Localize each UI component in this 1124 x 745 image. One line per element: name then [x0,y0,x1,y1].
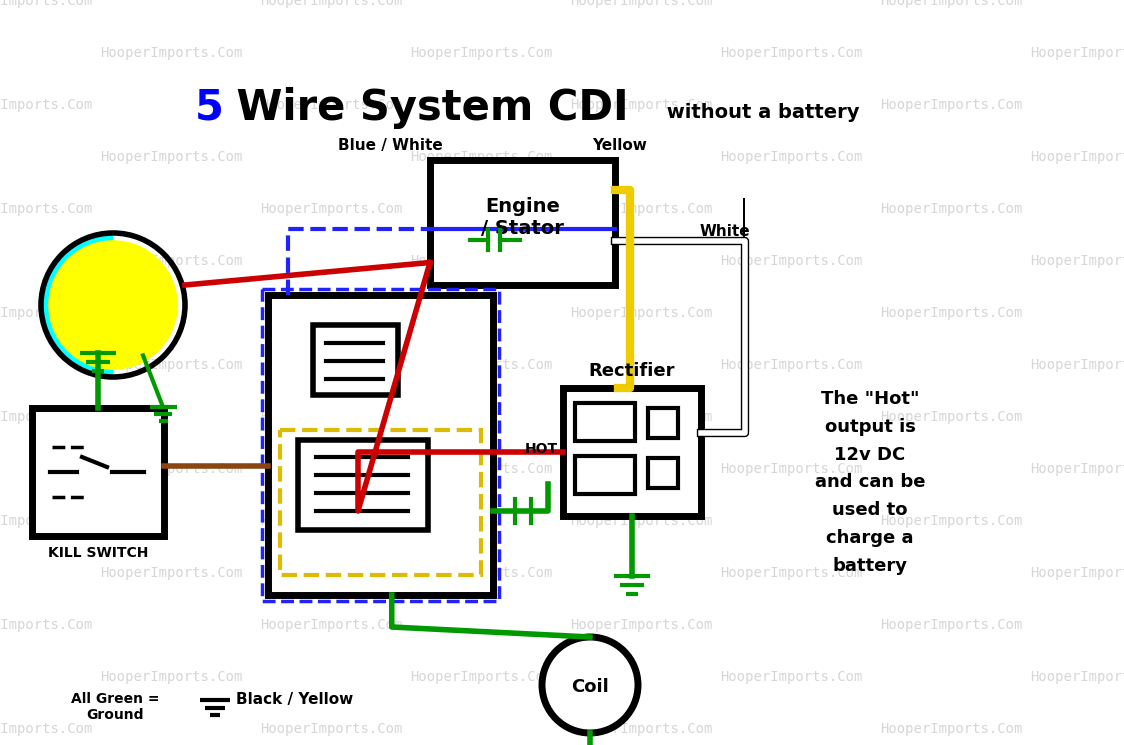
Text: HooperImports.Com: HooperImports.Com [0,306,92,320]
Text: Engine
/ Stator: Engine / Stator [481,197,564,238]
Text: HooperImports.Com: HooperImports.Com [100,358,243,372]
Bar [31,408,164,536]
Text: HooperImports.Com: HooperImports.Com [100,670,243,684]
Text: HooperImports.Com: HooperImports.Com [100,254,243,268]
Text: HooperImports.Com: HooperImports.Com [570,0,713,8]
Text: KILL SWITCH: KILL SWITCH [48,546,148,560]
Text: HooperImports.Com: HooperImports.Com [1030,670,1124,684]
Text: HooperImports.Com: HooperImports.Com [410,462,552,476]
Text: HooperImports.Com: HooperImports.Com [880,306,1023,320]
Text: HooperImports.Com: HooperImports.Com [570,722,713,736]
Text: 5: 5 [194,87,224,129]
Text: HooperImports.Com: HooperImports.Com [1030,254,1124,268]
Text: HooperImports.Com: HooperImports.Com [1030,46,1124,60]
Text: HooperImports.Com: HooperImports.Com [0,202,92,216]
Text: Rectifier: Rectifier [589,362,676,380]
Text: HooperImports.Com: HooperImports.Com [410,150,552,164]
Text: HooperImports.Com: HooperImports.Com [1030,358,1124,372]
Bar [649,408,678,438]
Text: HooperImports.Com: HooperImports.Com [880,410,1023,424]
Text: HooperImports.Com: HooperImports.Com [570,514,713,528]
Text: HooperImports.Com: HooperImports.Com [880,98,1023,112]
Text: HooperImports.Com: HooperImports.Com [260,98,402,112]
Text: HooperImports.Com: HooperImports.Com [1030,150,1124,164]
Text: HooperImports.Com: HooperImports.Com [0,514,92,528]
Text: The "Hot"
output is
12v DC
and can be
used to
charge a
battery: The "Hot" output is 12v DC and can be us… [815,390,925,575]
Text: Blue / White: Blue / White [337,138,443,153]
Text: without a battery: without a battery [660,103,860,121]
Text: Black / Yellow: Black / Yellow [236,692,354,707]
Text: HooperImports.Com: HooperImports.Com [0,98,92,112]
Circle shape [48,240,178,370]
Text: HooperImports.Com: HooperImports.Com [100,46,243,60]
Wedge shape [40,233,114,377]
Bar [649,458,678,488]
Text: HooperImports.Com: HooperImports.Com [880,722,1023,736]
Text: HooperImports.Com: HooperImports.Com [720,462,862,476]
Text: HooperImports.Com: HooperImports.Com [260,410,402,424]
Bar [298,440,428,530]
Text: HooperImports.Com: HooperImports.Com [410,254,552,268]
Text: HooperImports.Com: HooperImports.Com [720,566,862,580]
Text: HOT: HOT [525,443,558,457]
Text: HooperImports.Com: HooperImports.Com [410,46,552,60]
Text: HooperImports.Com: HooperImports.Com [720,254,862,268]
Text: HooperImports.Com: HooperImports.Com [570,202,713,216]
Text: HooperImports.Com: HooperImports.Com [570,98,713,112]
Bar [575,456,635,494]
Bar [430,160,615,285]
Bar [743,197,745,435]
Text: HooperImports.Com: HooperImports.Com [1030,462,1124,476]
Text: HooperImports.Com: HooperImports.Com [880,514,1023,528]
Text: HooperImports.Com: HooperImports.Com [720,46,862,60]
Text: HooperImports.Com: HooperImports.Com [0,410,92,424]
Text: HooperImports.Com: HooperImports.Com [260,618,402,632]
Text: HooperImports.Com: HooperImports.Com [880,618,1023,632]
Text: White: White [700,224,751,239]
Text: HooperImports.Com: HooperImports.Com [570,618,713,632]
Bar [563,388,701,516]
Bar [575,403,635,441]
Text: Coil: Coil [571,678,609,696]
Text: HooperImports.Com: HooperImports.Com [260,306,402,320]
Text: HooperImports.Com: HooperImports.Com [0,618,92,632]
Bar [280,430,481,575]
Text: HooperImports.Com: HooperImports.Com [880,202,1023,216]
Text: Wire System CDI: Wire System CDI [223,87,628,129]
Text: HooperImports.Com: HooperImports.Com [410,670,552,684]
Text: HooperImports.Com: HooperImports.Com [100,566,243,580]
Text: HooperImports.Com: HooperImports.Com [260,202,402,216]
Text: HooperImports.Com: HooperImports.Com [570,410,713,424]
Text: HooperImports.Com: HooperImports.Com [410,358,552,372]
Text: HooperImports.Com: HooperImports.Com [720,358,862,372]
Text: HooperImports.Com: HooperImports.Com [260,0,402,8]
Text: HooperImports.Com: HooperImports.Com [720,670,862,684]
Text: HooperImports.Com: HooperImports.Com [260,514,402,528]
Text: HooperImports.Com: HooperImports.Com [720,150,862,164]
Bar [312,325,398,395]
Text: HooperImports.Com: HooperImports.Com [410,566,552,580]
Bar [262,289,499,601]
Bar [268,295,493,595]
Text: All Green =
Ground: All Green = Ground [71,692,160,722]
Text: HooperImports.Com: HooperImports.Com [0,722,92,736]
Text: HooperImports.Com: HooperImports.Com [880,0,1023,8]
Text: HooperImports.Com: HooperImports.Com [100,462,243,476]
Text: HooperImports.Com: HooperImports.Com [0,0,92,8]
Text: HooperImports.Com: HooperImports.Com [100,150,243,164]
Text: HooperImports.Com: HooperImports.Com [1030,566,1124,580]
Text: HooperImports.Com: HooperImports.Com [570,306,713,320]
Circle shape [542,637,638,733]
Text: HooperImports.Com: HooperImports.Com [260,722,402,736]
Text: Yellow: Yellow [592,138,647,153]
